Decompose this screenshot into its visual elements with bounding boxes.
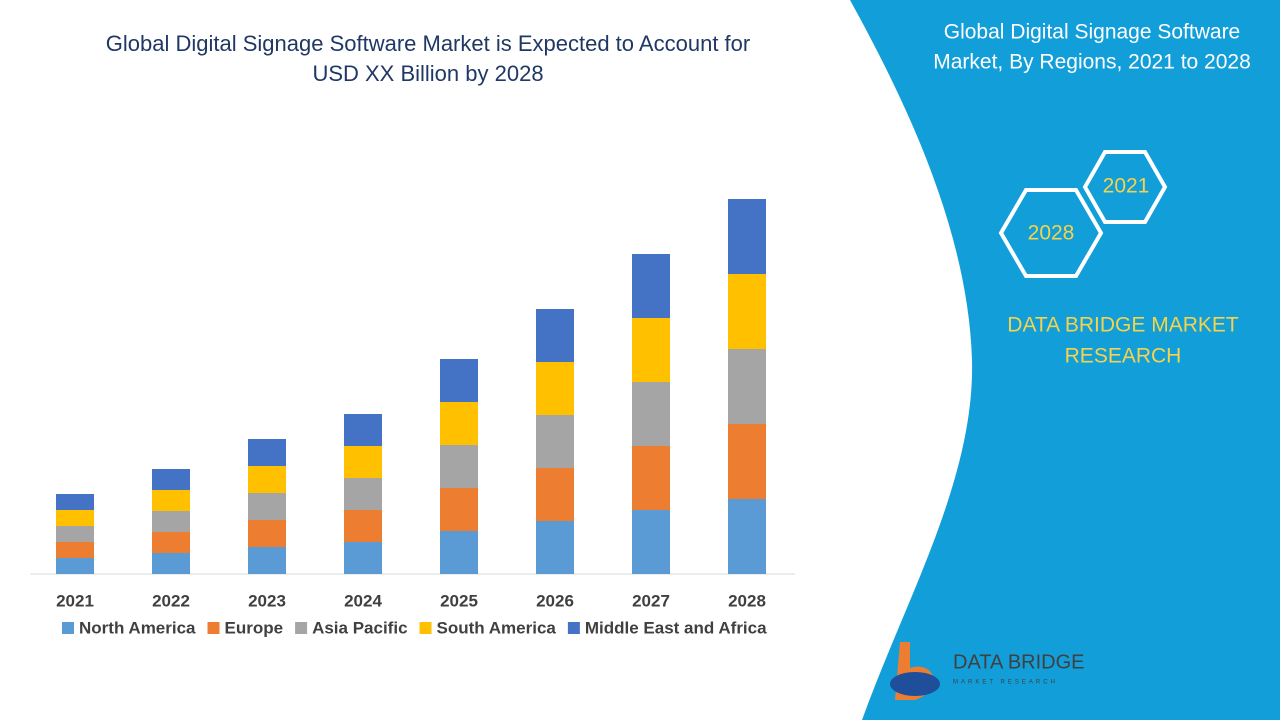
bar-segment xyxy=(56,510,94,526)
bar-segment xyxy=(536,521,574,574)
bar-segment xyxy=(440,359,478,402)
legend-label: North America xyxy=(79,618,196,637)
bar-segment xyxy=(248,439,286,466)
bar-segment xyxy=(344,542,382,574)
x-tick-label: 2024 xyxy=(344,591,382,610)
bar-segment xyxy=(56,542,94,558)
bar-segment xyxy=(440,488,478,531)
x-tick-label: 2021 xyxy=(56,591,94,610)
x-tick-label: 2022 xyxy=(152,591,190,610)
bar-segment xyxy=(632,382,670,446)
bar-segment xyxy=(632,446,670,510)
panel-title: Market, By Regions, 2021 to 2028 xyxy=(933,51,1251,74)
bar-segment xyxy=(344,510,382,542)
bar-segment xyxy=(344,446,382,478)
bar-segment xyxy=(536,362,574,415)
bar-segment xyxy=(344,478,382,510)
brand-text: DATA BRIDGE MARKET xyxy=(1007,314,1239,337)
logo-name: DATA BRIDGE xyxy=(953,651,1085,673)
bar-segment xyxy=(728,199,766,274)
bar-segment xyxy=(632,510,670,574)
chart-title: Global Digital Signage Software Market i… xyxy=(106,31,750,56)
bar-segment xyxy=(152,511,190,532)
bar-segment xyxy=(248,493,286,520)
bar-segment xyxy=(152,469,190,490)
bar-segment xyxy=(440,402,478,445)
hexagon xyxy=(1082,150,1168,224)
x-tick-label: 2023 xyxy=(248,591,286,610)
bar-segment xyxy=(152,532,190,553)
bar-segment xyxy=(152,490,190,511)
bar-segment xyxy=(56,494,94,510)
bar-segment xyxy=(536,309,574,362)
bar-segment xyxy=(728,424,766,499)
bar-segment xyxy=(728,274,766,349)
legend-swatch xyxy=(62,622,74,634)
legend-label: South America xyxy=(437,618,557,637)
bar-segment xyxy=(56,558,94,574)
legend-label: Middle East and Africa xyxy=(585,618,767,637)
bar-segment xyxy=(56,526,94,542)
bar-segment xyxy=(440,445,478,488)
bar-segment xyxy=(632,254,670,318)
hexagon-label: 2021 xyxy=(1103,175,1150,198)
bar-segment xyxy=(632,318,670,382)
logo: DATA BRIDGE MARKET RESEARCH xyxy=(890,642,1085,700)
bar-segment xyxy=(728,349,766,424)
legend-label: Asia Pacific xyxy=(312,618,407,637)
side-panel xyxy=(850,0,1280,720)
legend-swatch xyxy=(207,622,220,634)
hexagon xyxy=(998,188,1104,278)
panel-title: Global Digital Signage Software xyxy=(944,21,1241,44)
bar-segment xyxy=(536,415,574,468)
legend-label: Europe xyxy=(225,618,284,637)
bar-segment xyxy=(344,414,382,446)
bar-segment xyxy=(440,531,478,574)
bar-segment xyxy=(248,547,286,574)
x-tick-label: 2026 xyxy=(536,591,574,610)
bar-segment xyxy=(152,553,190,574)
bar-segment xyxy=(248,466,286,493)
x-tick-label: 2027 xyxy=(632,591,670,610)
bar-segment xyxy=(248,520,286,547)
bar-segment xyxy=(536,468,574,521)
legend-swatch xyxy=(567,622,580,634)
x-tick-label: 2025 xyxy=(440,591,478,610)
bar-segment xyxy=(728,499,766,574)
brand-text: RESEARCH xyxy=(1065,345,1182,368)
legend-swatch xyxy=(419,622,432,634)
legend-swatch xyxy=(295,622,308,634)
x-tick-label: 2028 xyxy=(728,591,766,610)
chart-title: USD XX Billion by 2028 xyxy=(312,61,543,86)
logo-tagline: MARKET RESEARCH xyxy=(953,680,1058,686)
logo-icon xyxy=(890,672,940,696)
hexagon-label: 2028 xyxy=(1028,222,1075,245)
